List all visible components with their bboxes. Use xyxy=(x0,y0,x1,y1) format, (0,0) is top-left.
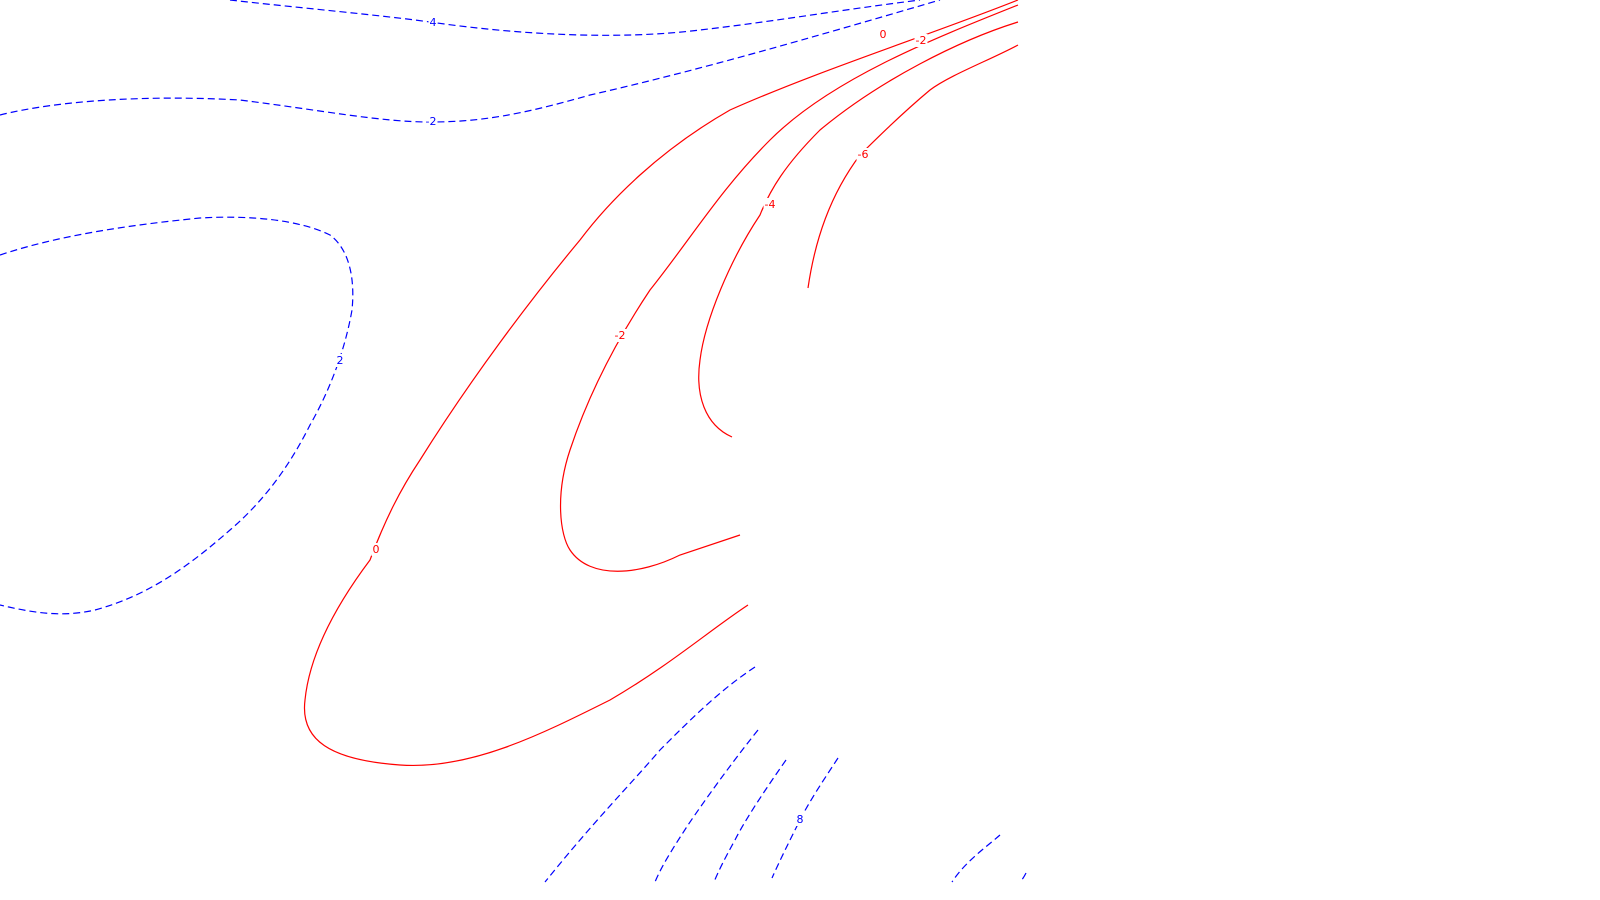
contour-label-0-top: 0 xyxy=(880,28,887,41)
contour-label-mask xyxy=(424,115,438,128)
contour-line-2 xyxy=(0,216,354,615)
contour-line-0 xyxy=(303,0,1019,767)
contour-label-mask xyxy=(856,148,870,161)
contour-label-mask xyxy=(763,198,777,211)
contour-label-2: 2 xyxy=(337,354,344,367)
contour-line-blue-d xyxy=(951,834,1001,883)
contour-label-mask xyxy=(878,28,888,41)
contour-line-neg4 xyxy=(698,21,1019,438)
contour-label-8: 8 xyxy=(797,813,804,826)
contour-line-blue-a xyxy=(544,666,756,883)
contour-line-neg6 xyxy=(807,44,1019,289)
contour-label-4: 4 xyxy=(430,16,437,29)
contour-label-0-bottom: 0 xyxy=(373,543,380,556)
contour-label-mask xyxy=(914,34,928,47)
contour-label-mask xyxy=(428,16,438,29)
contour-label-mask xyxy=(335,354,345,367)
contour-line-blue-e xyxy=(1019,872,1027,883)
contour-line-8 xyxy=(771,757,839,879)
contour-label-mask xyxy=(795,813,805,826)
contour-label-neg2-top: -2 xyxy=(916,34,927,47)
contour-line-4 xyxy=(229,0,921,36)
contour-line-blue-b xyxy=(654,729,759,883)
contour-line-upper-2 xyxy=(0,0,941,123)
contour-label-mask xyxy=(371,543,381,556)
contour-line-blue-c xyxy=(713,759,787,883)
contour-label-neg2-mid: -2 xyxy=(615,329,626,342)
contour-label-mask xyxy=(613,329,627,342)
contour-label-neg6: -6 xyxy=(858,148,869,161)
contour-label-neg4: -4 xyxy=(765,198,776,211)
contour-line-neg2 xyxy=(559,4,1019,572)
contour-label-upper-2: -2 xyxy=(426,115,437,128)
